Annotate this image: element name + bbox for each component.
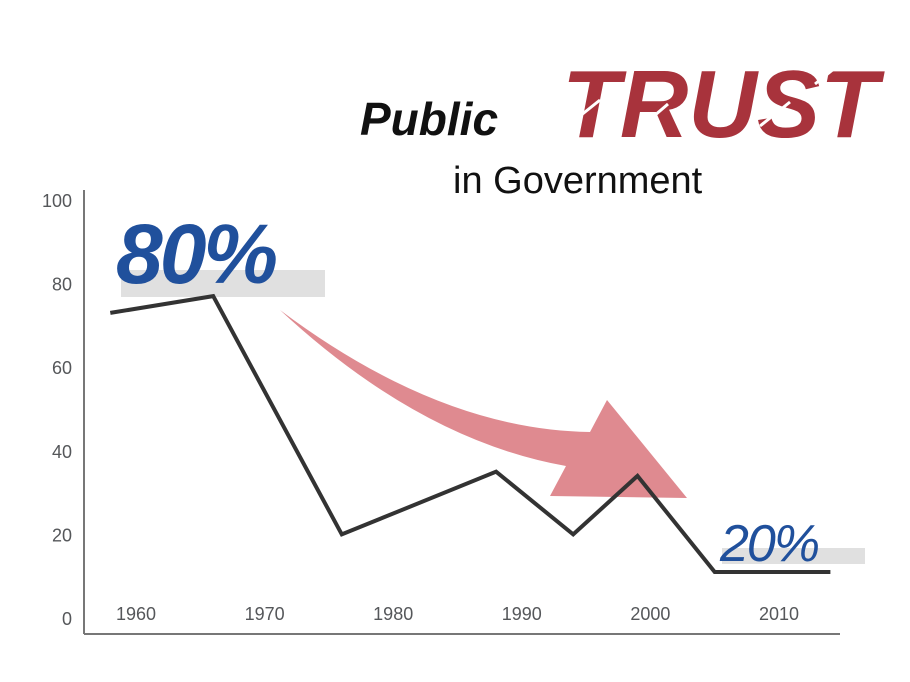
- x-tick-label: 1960: [116, 604, 156, 624]
- x-tick-label: 1970: [245, 604, 285, 624]
- decline-arrow: [280, 310, 687, 498]
- low-label-highlight: [722, 548, 865, 564]
- x-tick-label: 2010: [759, 604, 799, 624]
- trust-stripes: [574, 44, 846, 130]
- high-callout-label: 80%: [116, 207, 276, 301]
- y-tick-label: 100: [42, 191, 72, 211]
- low-callout-label: 20%: [719, 515, 818, 573]
- title-public: Public: [360, 93, 498, 145]
- high-label-highlight: [121, 270, 325, 297]
- y-tick-label: 40: [52, 442, 72, 462]
- y-tick-label: 80: [52, 275, 72, 295]
- y-tick-labels: 0 20 40 60 80 100: [42, 191, 72, 629]
- y-tick-label: 60: [52, 358, 72, 378]
- y-tick-label: 20: [52, 525, 72, 545]
- trust-series-line: [109, 293, 831, 574]
- title-subtitle: in Government: [453, 160, 703, 202]
- x-tick-label: 1980: [373, 604, 413, 624]
- trust-points: [110, 296, 831, 573]
- x-tick-label: 2000: [630, 604, 670, 624]
- x-tick-labels: 1960 1970 1980 1990 2000 2010: [116, 604, 799, 624]
- x-tick-label: 1990: [502, 604, 542, 624]
- title-trust: TRUST: [562, 51, 885, 158]
- y-tick-label: 0: [62, 609, 72, 629]
